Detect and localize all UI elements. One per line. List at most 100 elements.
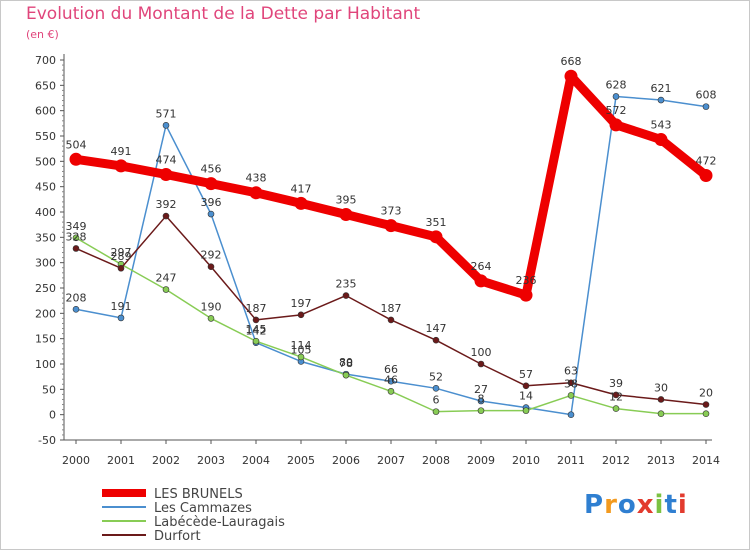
data-label-les-cammazes: 396 bbox=[201, 196, 222, 209]
legend-label: Durfort bbox=[154, 529, 201, 544]
data-point-lab-c-de-lauragais bbox=[207, 315, 215, 322]
data-point-lab-c-de-lauragais bbox=[252, 337, 260, 345]
data-point-les-cammazes bbox=[477, 397, 485, 405]
chart-subtitle: (en €) bbox=[26, 28, 59, 41]
data-point-lab-c-de-lauragais bbox=[432, 408, 440, 415]
legend-label: Labécède-Lauragais bbox=[154, 515, 285, 530]
data-label-lab-c-de-lauragais: 38 bbox=[564, 377, 578, 390]
data-label-les-brunels: 572 bbox=[606, 104, 627, 117]
data-label-les-brunels: 438 bbox=[246, 172, 267, 185]
data-point-durfort bbox=[612, 391, 620, 399]
x-tick-label: 2005 bbox=[287, 454, 315, 467]
data-point-durfort bbox=[432, 336, 440, 344]
data-point-lab-c-de-lauragais bbox=[297, 353, 305, 361]
proxiti-logo: Proxiti bbox=[584, 490, 688, 520]
data-label-les-brunels: 395 bbox=[336, 194, 357, 207]
data-point-les-cammazes bbox=[117, 314, 125, 322]
data-point-les-brunels bbox=[204, 177, 218, 191]
data-label-les-cammazes: 208 bbox=[66, 291, 87, 304]
data-point-les-cammazes bbox=[162, 122, 170, 129]
x-tick-label: 2013 bbox=[647, 454, 675, 467]
logo-letter: t bbox=[664, 490, 678, 520]
data-point-les-brunels bbox=[609, 118, 623, 132]
data-point-durfort bbox=[522, 382, 530, 390]
y-tick-label: 150 bbox=[35, 333, 56, 346]
x-tick-label: 2000 bbox=[62, 454, 90, 467]
y-tick-label: 450 bbox=[35, 181, 56, 194]
logo-letter: x bbox=[636, 490, 655, 520]
x-tick-label: 2007 bbox=[377, 454, 405, 467]
data-label-lab-c-de-lauragais: 8 bbox=[478, 393, 485, 406]
data-point-les-brunels bbox=[294, 196, 308, 210]
data-point-lab-c-de-lauragais bbox=[162, 286, 170, 293]
data-label-lab-c-de-lauragais: 247 bbox=[156, 272, 177, 285]
y-tick-label: 100 bbox=[35, 358, 56, 371]
y-tick-label: 250 bbox=[35, 282, 56, 295]
logo-letter: r bbox=[604, 490, 618, 520]
data-point-les-cammazes bbox=[432, 385, 440, 392]
data-label-durfort: 39 bbox=[609, 377, 623, 390]
y-tick-label: 650 bbox=[35, 79, 56, 92]
data-point-les-brunels bbox=[339, 208, 353, 222]
data-label-les-cammazes: 628 bbox=[606, 78, 627, 91]
data-point-lab-c-de-lauragais bbox=[72, 234, 80, 242]
data-label-durfort: 187 bbox=[246, 302, 267, 315]
data-label-les-brunels: 373 bbox=[381, 205, 402, 218]
data-label-les-brunels: 543 bbox=[651, 119, 672, 132]
data-point-les-cammazes bbox=[207, 210, 215, 218]
y-tick-label: 0 bbox=[49, 409, 56, 422]
chart-title: Evolution du Montant de la Dette par Hab… bbox=[26, 4, 421, 24]
data-point-les-brunels bbox=[429, 230, 443, 244]
data-label-durfort: 187 bbox=[381, 302, 402, 315]
data-point-les-cammazes bbox=[567, 411, 575, 418]
y-tick-label: 400 bbox=[35, 206, 56, 219]
data-point-durfort bbox=[477, 360, 485, 368]
data-point-les-cammazes bbox=[387, 377, 395, 385]
y-tick-label: 550 bbox=[35, 130, 56, 143]
data-label-durfort: 57 bbox=[519, 368, 533, 381]
data-label-les-cammazes: 27 bbox=[474, 383, 488, 396]
data-point-durfort bbox=[117, 264, 125, 272]
logo-letter: i bbox=[654, 490, 665, 520]
x-tick-label: 2002 bbox=[152, 454, 180, 467]
data-label-durfort: 147 bbox=[426, 322, 447, 335]
data-point-les-brunels bbox=[384, 219, 398, 233]
data-label-les-cammazes: 191 bbox=[111, 300, 132, 313]
y-tick-label: 200 bbox=[35, 307, 56, 320]
data-label-durfort: 63 bbox=[564, 365, 578, 378]
data-point-les-brunels bbox=[159, 168, 173, 182]
data-label-les-cammazes: 608 bbox=[696, 89, 717, 102]
data-label-lab-c-de-lauragais: 114 bbox=[291, 339, 312, 352]
data-label-les-brunels: 472 bbox=[696, 155, 717, 168]
data-point-les-cammazes bbox=[702, 103, 710, 110]
data-label-lab-c-de-lauragais: 6 bbox=[433, 394, 440, 407]
data-label-durfort: 235 bbox=[336, 278, 357, 291]
data-label-les-brunels: 668 bbox=[561, 55, 582, 68]
data-label-les-cammazes: 52 bbox=[429, 370, 443, 383]
data-label-les-cammazes: 14 bbox=[519, 390, 533, 403]
y-tick-label: 300 bbox=[35, 257, 56, 270]
data-label-durfort: 328 bbox=[66, 230, 87, 243]
data-label-durfort: 100 bbox=[471, 346, 492, 359]
data-label-les-brunels: 236 bbox=[516, 274, 537, 287]
data-label-les-brunels: 504 bbox=[66, 138, 87, 151]
logo-letter: P bbox=[584, 490, 605, 520]
data-label-les-cammazes: 621 bbox=[651, 82, 672, 95]
data-point-lab-c-de-lauragais bbox=[342, 371, 350, 379]
data-point-durfort bbox=[702, 401, 710, 408]
x-tick-label: 2014 bbox=[692, 454, 720, 467]
data-label-lab-c-de-lauragais: 78 bbox=[339, 357, 353, 370]
y-tick-label: -50 bbox=[38, 434, 56, 447]
data-point-lab-c-de-lauragais bbox=[522, 407, 530, 414]
data-point-les-cammazes bbox=[657, 96, 665, 104]
data-label-les-brunels: 491 bbox=[111, 145, 132, 158]
data-label-les-cammazes: 105 bbox=[291, 343, 312, 356]
data-label-les-brunels: 456 bbox=[201, 163, 222, 176]
data-point-durfort bbox=[252, 316, 260, 324]
data-label-lab-c-de-lauragais: 12 bbox=[609, 391, 623, 404]
data-label-lab-c-de-lauragais: 297 bbox=[111, 246, 132, 259]
data-label-durfort: 20 bbox=[699, 387, 713, 400]
data-label-durfort: 289 bbox=[111, 250, 132, 263]
data-point-les-brunels bbox=[249, 186, 263, 200]
